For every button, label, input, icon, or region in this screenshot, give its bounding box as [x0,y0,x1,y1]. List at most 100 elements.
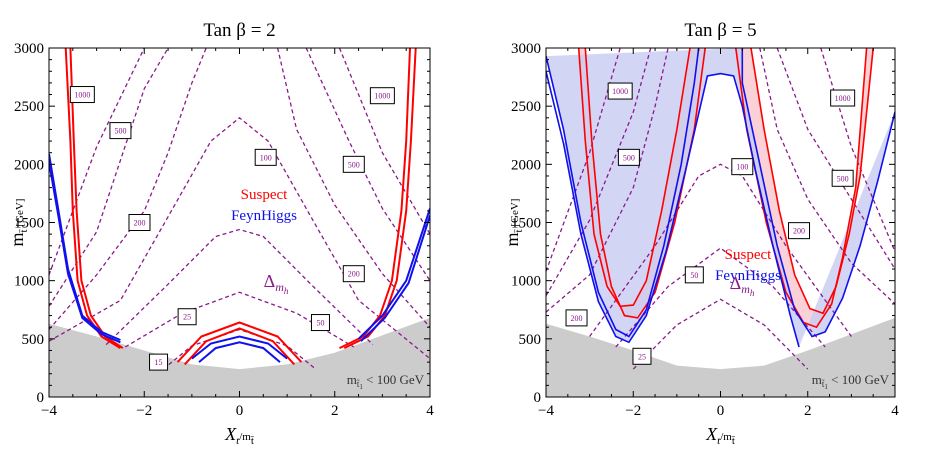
svg-text:1000: 1000 [612,87,628,96]
svg-text:200: 200 [133,219,145,228]
contour-label-500: 500 [831,169,854,187]
delta-mh-label: Δmh [264,271,289,296]
contour-label-50: 50 [684,266,704,284]
chart-title: Tan β = 2 [203,20,275,41]
panel-tan-beta-2: 1000 1000 500 500 200 200 100 50 25 15 −4 −2 0 2 4 0 500… [7,20,434,447]
feynhiggs-curve [546,48,700,338]
excluded-region [546,317,895,397]
y-tick-label: 0 [534,390,542,406]
suspect-curve [64,48,121,349]
svg-text:200: 200 [793,227,805,236]
feynhiggs-curve [191,335,288,360]
y-tick-label: 2000 [14,157,44,173]
svg-text:500: 500 [623,153,635,162]
y-tick-label: 1500 [14,216,44,232]
y-tick-label: 500 [519,332,542,348]
delta-mh-contour-100 [49,116,430,360]
contour-label-100: 100 [254,148,277,166]
contour-label-200: 200 [788,222,811,240]
suspect-curve [339,48,411,349]
contour-label-15: 15 [149,353,169,371]
svg-text:25: 25 [638,352,646,361]
svg-text:50: 50 [690,271,698,280]
delta-mh-contour-25 [632,298,809,370]
delta-mh-contour-1000 [338,48,430,235]
suspect-curve [750,48,874,315]
svg-text:50: 50 [316,319,324,328]
x-tick-label: −2 [625,403,641,419]
svg-text:15: 15 [155,358,163,367]
contour-label-500: 500 [109,122,132,140]
contour-label-25: 25 [177,308,197,326]
contour-label-1000: 1000 [69,86,95,104]
delta-mh-label: Δmh [730,273,755,298]
contour-label-1000: 1000 [369,87,395,105]
x-tick-label: −2 [136,403,152,419]
contour-label-25: 25 [632,347,652,365]
feynhiggs-band-fill [546,48,895,347]
contour-label-200: 200 [128,214,151,231]
legend-feynhiggs: FeynHiggs [715,268,781,284]
y-tick-label: 1000 [511,274,541,290]
delta-mh-contour-15 [162,328,317,370]
contour-label-1000: 1000 [607,82,633,100]
svg-text:25: 25 [183,313,191,322]
plot-area [546,48,895,397]
x-axis-label: Xt/mt̄ [705,424,735,447]
suspect-curve [183,327,296,366]
y-tick-label: 2500 [14,99,44,115]
y-tick-label: 2000 [511,157,541,173]
delta-mh-contour-500 [49,48,169,307]
delta-mh-contour-200 [546,48,669,313]
suspect-curve [176,321,303,363]
contour-label-200: 200 [565,309,588,327]
feynhiggs-curve [546,71,800,348]
y-axis-label: mt̄ [GeV] [502,199,525,247]
legend-suspect: Suspect [241,187,288,203]
y-tick-label: 3000 [14,41,44,57]
contour-label-1000: 1000 [830,89,856,107]
svg-text:500: 500 [837,174,849,183]
x-tick-label: 0 [717,403,725,419]
y-tick-label: 2500 [511,99,541,115]
delta-mh-contour-200 [49,48,207,330]
x-tick-label: −4 [41,403,57,419]
delta-mh-contour-50 [105,228,374,346]
svg-text:100: 100 [736,163,748,172]
feynhiggs-curve [360,215,430,342]
x-axis-label: Xt/mt̄ [224,424,254,447]
contour-label-50: 50 [310,314,330,332]
svg-text:500: 500 [114,127,126,136]
excluded-region-label: mt̃1 < 100 GeV [347,372,425,391]
x-tick-label: 4 [426,403,434,419]
x-tick-label: 0 [236,403,244,419]
suspect-curve [343,48,417,349]
feynhiggs-curve [741,48,895,338]
feynhiggs-curve [49,153,121,341]
svg-text:200: 200 [571,314,583,323]
x-tick-label: 4 [891,403,899,419]
excluded-region-label: mt̃1 < 100 GeV [812,372,890,391]
excluded-region [49,317,430,397]
x-tick-label: −4 [538,403,554,419]
y-tick-label: 3000 [511,41,541,57]
svg-text:1000: 1000 [374,92,390,101]
svg-text:200: 200 [348,270,360,279]
x-tick-label: 2 [804,403,812,419]
y-tick-label: 1500 [511,216,541,232]
suspect-curve [577,48,691,308]
delta-mh-contour-500 [776,48,895,270]
chart-title: Tan β = 5 [684,20,756,41]
feynhiggs-curve [198,341,281,363]
svg-text:500: 500 [348,160,360,169]
svg-text:1000: 1000 [835,94,851,103]
feynhiggs-curve [357,208,430,340]
svg-text:100: 100 [260,153,272,162]
delta-mh-contour-500 [546,48,652,297]
x-tick-label: 2 [331,403,339,419]
legend-feynhiggs: FeynHiggs [231,208,297,224]
panel-tan-beta-5: 1000 1000 500 500 200 200 100 50 25 −4 −2 0 2 4 0 500 10… [502,20,899,447]
legend-suspect: Suspect [725,247,772,263]
y-tick-label: 1000 [14,274,44,290]
